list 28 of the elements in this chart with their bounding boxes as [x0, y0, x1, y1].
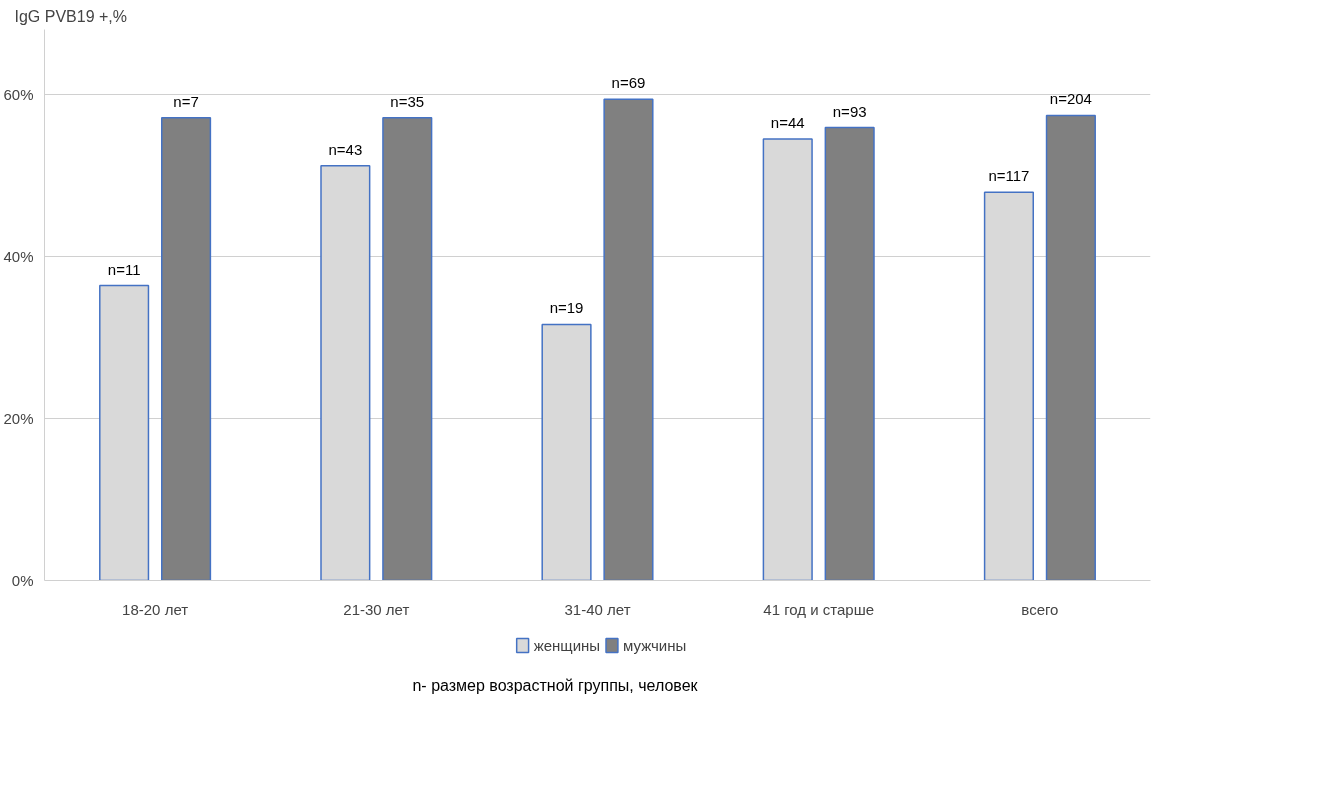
bar [603, 98, 654, 581]
x-tick-label: 31-40 лет [564, 600, 631, 618]
y-tick-label: 40% [3, 247, 34, 265]
annotation: n=44 [770, 113, 805, 131]
y-tick-label: 0% [11, 572, 34, 589]
y-tick-label: 60% [3, 85, 34, 103]
annotation: n=35 [390, 92, 425, 110]
x-tick-label: 41 год и старше [763, 600, 875, 618]
bar [160, 117, 212, 581]
y-tick-label: 20% [3, 409, 34, 427]
text: n- размер возрастной группы, человек [412, 676, 698, 696]
x-tick-label: всего [1021, 600, 1059, 618]
bar [824, 126, 875, 581]
annotation: n=7 [173, 92, 199, 110]
x-tick-label: 18-20 лет [122, 600, 189, 618]
bar [1045, 114, 1096, 581]
annotation: n=117 [988, 167, 1030, 185]
legend-label: женщины [533, 637, 601, 654]
y-axis-title: IgG PVB19 +,% [14, 7, 128, 25]
annotation: n=19 [549, 299, 584, 317]
annotation: n=93 [832, 102, 867, 120]
annotation: n=69 [611, 74, 646, 92]
x-tick-label: 21-30 лет [343, 600, 410, 618]
legend-label: мужчины [623, 637, 687, 654]
bar [382, 117, 433, 581]
annotation: n=204 [1049, 90, 1092, 108]
annotation: n=43 [328, 140, 363, 158]
annotation: n=11 [107, 260, 141, 278]
